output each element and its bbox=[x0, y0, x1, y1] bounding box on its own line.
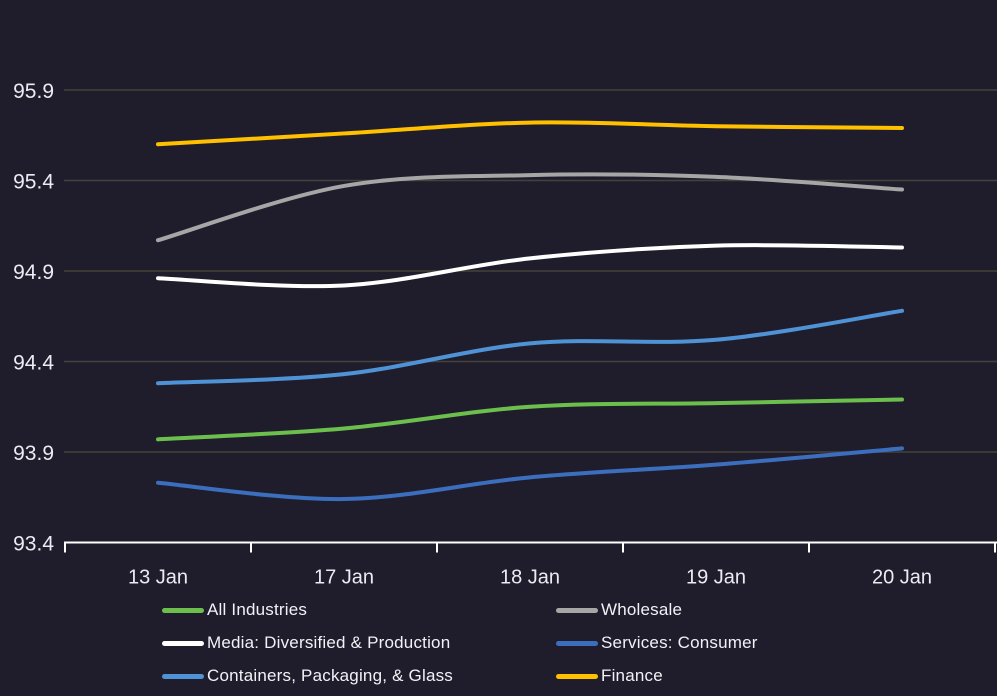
y-axis-tick-label: 93.9 bbox=[13, 442, 54, 465]
x-axis-tick-label: 20 Jan bbox=[872, 567, 932, 589]
series-line-wholesale bbox=[156, 172, 904, 243]
legend-item-containers-packaging-glass: Containers, Packaging, & Glass bbox=[162, 665, 556, 687]
y-axis-tick-label: 93.4 bbox=[13, 533, 54, 556]
legend-label-media-diversified-production: Media: Diversified & Production bbox=[207, 633, 451, 652]
legend-item-wholesale: Wholesale bbox=[556, 599, 758, 621]
y-axis-tick-label: 95.4 bbox=[13, 171, 54, 194]
legend: All Industries Wholesale Media: Diversif… bbox=[162, 599, 758, 687]
legend-item-finance: Finance bbox=[556, 665, 758, 687]
series-line-media-diversified-production bbox=[156, 243, 904, 289]
y-axis-tick-label: 94.4 bbox=[13, 352, 54, 375]
legend-swatch-services-consumer bbox=[556, 640, 598, 646]
legend-label-containers-packaging-glass: Containers, Packaging, & Glass bbox=[207, 666, 454, 685]
legend-swatch-media-diversified-production bbox=[162, 640, 204, 646]
x-axis-tick-label: 19 Jan bbox=[686, 567, 746, 589]
legend-item-all-industries: All Industries bbox=[162, 599, 556, 621]
series-line-containers-packaging-glass bbox=[156, 308, 904, 386]
legend-label-finance: Finance bbox=[601, 666, 663, 685]
y-axis-tick-label: 95.9 bbox=[13, 80, 54, 103]
series-line-all-industries bbox=[156, 397, 904, 442]
y-axis-tick-label: 94.9 bbox=[13, 261, 54, 284]
legend-label-wholesale: Wholesale bbox=[601, 600, 683, 619]
legend-item-media-diversified-production: Media: Diversified & Production bbox=[162, 632, 556, 654]
line-chart: 95.9 95.4 94.9 94.4 93.9 93.4 13 Jan 17 Jan 18 J… bbox=[13, 80, 997, 589]
legend-label-services-consumer: Services: Consumer bbox=[601, 633, 758, 652]
x-axis-tick-label: 13 Jan bbox=[128, 567, 188, 589]
legend-item-services-consumer: Services: Consumer bbox=[556, 632, 758, 654]
legend-swatch-wholesale bbox=[556, 607, 598, 613]
legend-swatch-containers-packaging-glass bbox=[162, 673, 204, 679]
legend-swatch-all-industries bbox=[162, 607, 204, 613]
legend-label-all-industries: All Industries bbox=[207, 600, 308, 619]
x-axis-tick-label: 18 Jan bbox=[500, 567, 560, 589]
x-axis-tick-label: 17 Jan bbox=[314, 567, 374, 589]
series-line-services-consumer bbox=[156, 446, 904, 502]
series-line-finance bbox=[156, 120, 904, 147]
legend-swatch-finance bbox=[556, 673, 598, 679]
